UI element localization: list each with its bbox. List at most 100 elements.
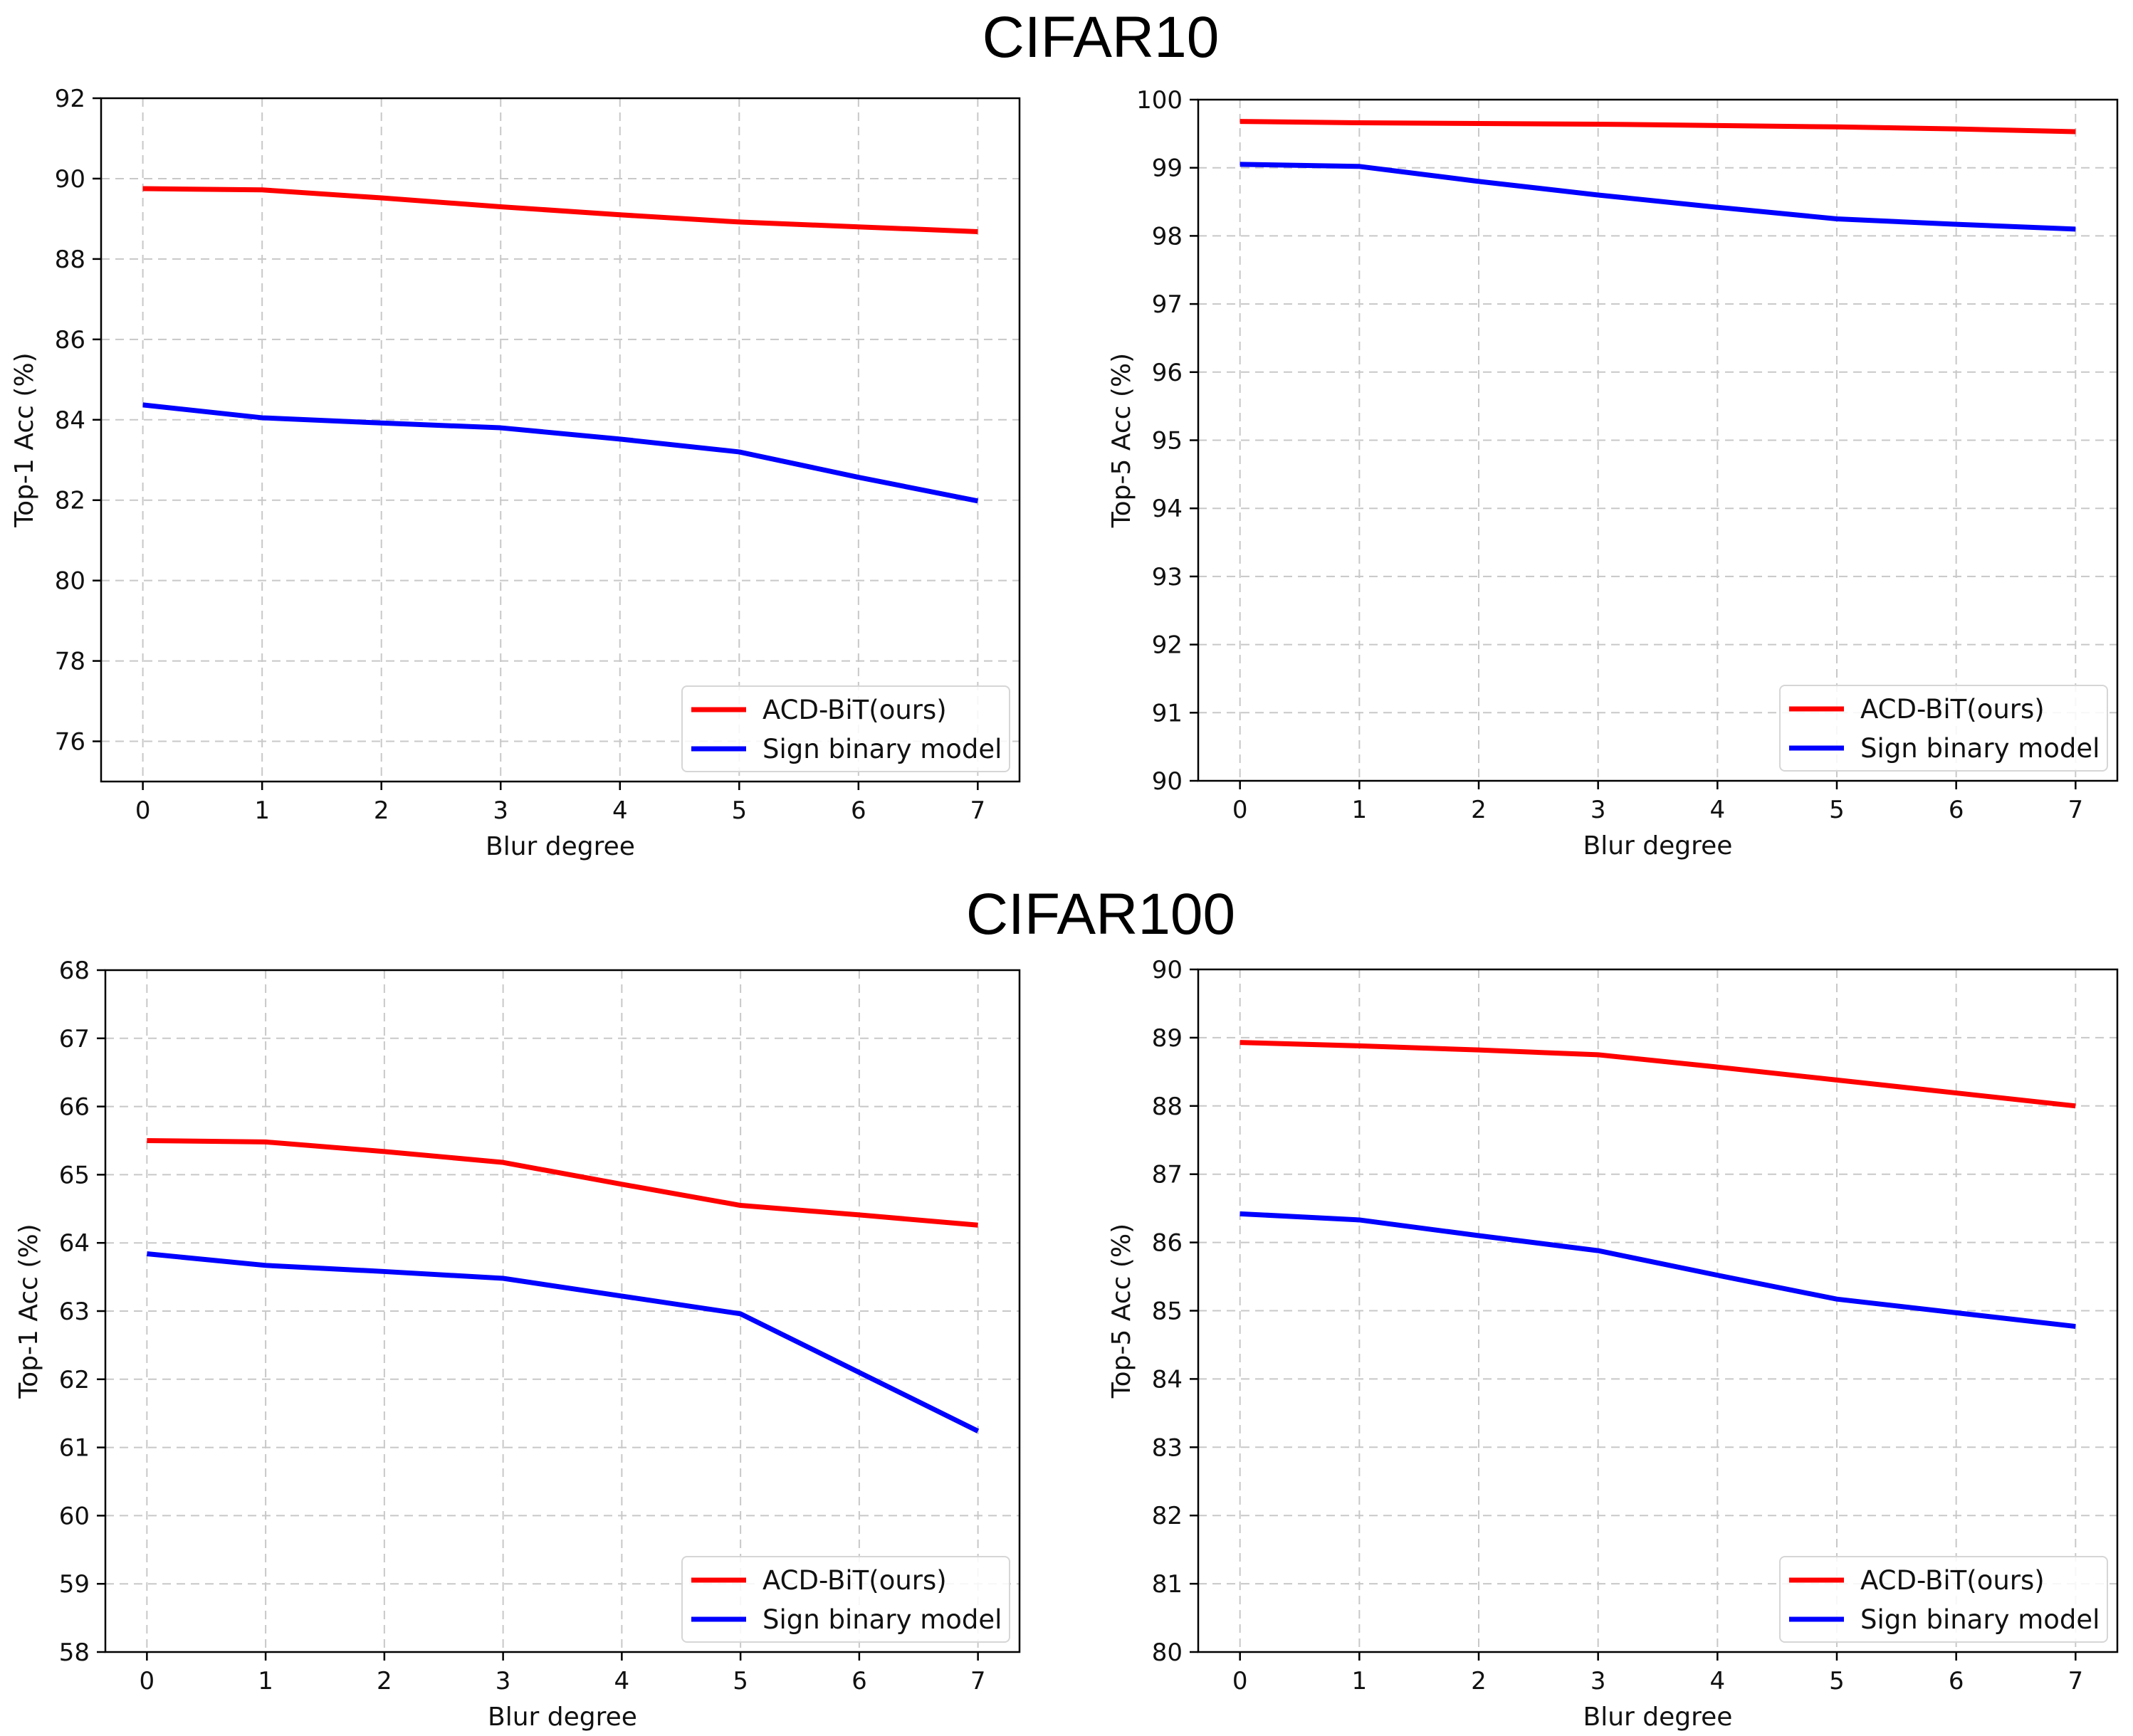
cifar100-top1-y-axis-label: Top-1 Acc (%) (14, 1224, 43, 1399)
cifar10-top5-y-tick-label: 96 (1152, 359, 1183, 387)
cifar10-top5-x-tick-label: 1 (1352, 796, 1368, 824)
cifar100-top5-y-tick-label: 85 (1152, 1298, 1183, 1326)
cifar100-top1-x-tick-label: 3 (496, 1667, 511, 1695)
cifar100-top1-x-axis-label: Blur degree (488, 1703, 637, 1732)
cifar100-top1-y-tick-label: 61 (59, 1434, 90, 1463)
cifar10-top5-y-tick-label: 100 (1136, 86, 1183, 115)
cifar10-top5-x-tick-label: 4 (1710, 796, 1726, 824)
cifar10-top1-y-tick-label: 78 (55, 648, 85, 676)
cifar100-top5-y-tick-label: 88 (1152, 1093, 1183, 1121)
cifar10-top1-y-tick-label: 90 (55, 165, 85, 194)
cifar100-top5-y-tick-label: 82 (1152, 1502, 1183, 1530)
cifar100-top5-series-line-sign-binary (1240, 1211, 2076, 1330)
cifar10-top5-legend (1779, 685, 2108, 772)
cifar10-top1-x-tick-label: 7 (970, 796, 986, 825)
chart-cifar10-top1: 0 1 2 3 4 5 6 7 76 78 80 82 84 86 88 90 92 Blur degree Top… (10, 85, 1021, 861)
cifar10-top1-y-tick-label: 82 (55, 487, 85, 515)
cifar10-top5-y-tick-label: 95 (1152, 427, 1183, 456)
cifar10-top5-x-tick-label: 5 (1829, 796, 1845, 824)
cifar100-top1-y-tick-label: 67 (59, 1025, 90, 1053)
cifar10-top1-x-tick-label: 0 (135, 796, 151, 825)
cifar10-top5-legend-label: Sign binary model (1860, 733, 2100, 764)
cifar10-top5-y-axis-label: Top-5 Acc (%) (1107, 353, 1136, 528)
cifar100-top1-y-tick-label: 66 (59, 1093, 90, 1122)
section-title-cifar10: CIFAR10 (982, 5, 1220, 70)
cifar10-top5-series-line-sign-binary (1240, 162, 2076, 232)
cifar100-top1-legend (681, 1556, 1010, 1643)
cifar10-top5-legend-label: ACD-BiT(ours) (1860, 694, 2045, 725)
cifar100-top1-legend-label: ACD-BiT(ours) (762, 1565, 947, 1596)
cifar100-top5-legend (1779, 1556, 2108, 1643)
cifar100-top5-x-tick-label: 1 (1352, 1667, 1368, 1695)
cifar10-top5-y-tick-label: 97 (1152, 290, 1183, 319)
cifar10-top5-x-tick-label: 3 (1590, 796, 1606, 824)
cifar10-top1-x-tick-label: 2 (374, 796, 389, 825)
cifar100-top5-y-tick-label: 90 (1152, 956, 1183, 984)
cifar10-top1-y-tick-label: 84 (55, 406, 85, 435)
cifar100-top5-y-axis-label: Top-5 Acc (%) (1107, 1224, 1136, 1399)
cifar100-top5-legend-label: Sign binary model (1860, 1604, 2100, 1635)
cifar10-top1-legend-label: Sign binary model (762, 734, 1002, 764)
cifar100-top5-series-line-acd-bit (1240, 1040, 2076, 1109)
cifar100-top5-y-tick-label: 87 (1152, 1161, 1183, 1189)
cifar100-top1-y-tick-label: 59 (59, 1570, 90, 1599)
cifar10-top1-y-tick-label: 88 (55, 246, 85, 274)
cifar100-top1-legend-label: Sign binary model (762, 1604, 1002, 1635)
cifar10-top1-x-tick-label: 3 (493, 796, 508, 825)
cifar100-top1-y-tick-label: 60 (59, 1502, 90, 1530)
cifar100-top1-x-tick-label: 6 (851, 1667, 867, 1695)
cifar10-top1-x-tick-label: 5 (731, 796, 747, 825)
cifar10-top1-x-tick-label: 1 (254, 796, 270, 825)
cifar100-top1-x-tick-label: 7 (970, 1667, 986, 1695)
cifar10-top5-y-tick-label: 98 (1152, 222, 1183, 251)
cifar10-top5-y-tick-label: 99 (1152, 154, 1183, 183)
cifar10-top1-series-line-sign-binary (142, 402, 979, 504)
cifar100-top5-x-tick-label: 5 (1829, 1667, 1845, 1695)
cifar10-top5-x-tick-label: 2 (1471, 796, 1487, 824)
cifar10-top1-y-tick-label: 92 (55, 85, 85, 113)
cifar100-top1-y-tick-label: 58 (59, 1638, 90, 1667)
cifar100-top5-y-tick-label: 86 (1152, 1229, 1183, 1258)
cifar10-top1-legend (681, 685, 1010, 772)
cifar100-top5-x-tick-label: 7 (2068, 1667, 2083, 1695)
cifar100-top1-x-tick-label: 1 (258, 1667, 273, 1695)
cifar100-top1-y-tick-label: 63 (59, 1298, 90, 1326)
cifar100-top5-plot-frame (1197, 968, 2119, 1653)
cifar100-top5-x-tick-label: 6 (1949, 1667, 1964, 1695)
cifar100-top5-y-tick-label: 80 (1152, 1638, 1183, 1667)
cifar100-top1-plot-frame (104, 969, 1021, 1653)
cifar10-top1-legend-label: ACD-BiT(ours) (762, 695, 947, 725)
cifar10-top1-plot-frame (100, 97, 1021, 783)
cifar10-top5-plot-frame (1197, 98, 2119, 782)
cifar100-top5-x-tick-label: 3 (1590, 1667, 1606, 1695)
cifar100-top1-y-tick-label: 62 (59, 1366, 90, 1394)
cifar10-top5-y-tick-label: 92 (1152, 631, 1183, 660)
chart-cifar100-top5: 0 1 2 3 4 5 6 7 80 81 82 83 84 85 86 87 88 89 90 Blur degre… (1107, 956, 2119, 1732)
cifar100-top5-x-tick-label: 0 (1232, 1667, 1248, 1695)
cifar10-top5-y-tick-label: 93 (1152, 563, 1183, 591)
cifar100-top1-series-line-acd-bit (147, 1138, 978, 1228)
cifar10-top5-x-tick-label: 7 (2068, 796, 2083, 824)
chart-cifar10-top5: 0 1 2 3 4 5 6 7 90 91 92 93 94 95 96 97 98 99 100 Blur degr… (1107, 86, 2119, 861)
cifar100-top5-y-tick-label: 81 (1152, 1570, 1183, 1599)
cifar100-top1-x-tick-label: 2 (377, 1667, 392, 1695)
cifar10-top5-y-tick-label: 91 (1152, 699, 1183, 727)
cifar100-top1-x-tick-label: 0 (140, 1667, 155, 1695)
cifar10-top1-x-tick-label: 4 (612, 796, 628, 825)
cifar10-top1-y-tick-label: 76 (55, 728, 85, 757)
cifar100-top5-x-tick-label: 2 (1471, 1667, 1487, 1695)
cifar10-top5-x-tick-label: 0 (1232, 796, 1248, 824)
cifar100-top5-y-tick-label: 89 (1152, 1024, 1183, 1053)
cifar100-top1-x-tick-label: 5 (733, 1667, 748, 1695)
cifar10-top1-x-axis-label: Blur degree (486, 832, 635, 861)
cifar10-top1-x-tick-label: 6 (851, 796, 866, 825)
cifar100-top5-x-tick-label: 4 (1710, 1667, 1726, 1695)
cifar100-top5-legend-label: ACD-BiT(ours) (1860, 1565, 2045, 1596)
cifar10-top1-y-tick-label: 80 (55, 567, 85, 596)
cifar100-top5-y-tick-label: 83 (1152, 1433, 1183, 1462)
cifar10-top5-series-line-acd-bit (1240, 119, 2076, 135)
cifar100-top5-y-tick-label: 84 (1152, 1365, 1183, 1394)
cifar10-top1-series-line-acd-bit (142, 186, 978, 234)
